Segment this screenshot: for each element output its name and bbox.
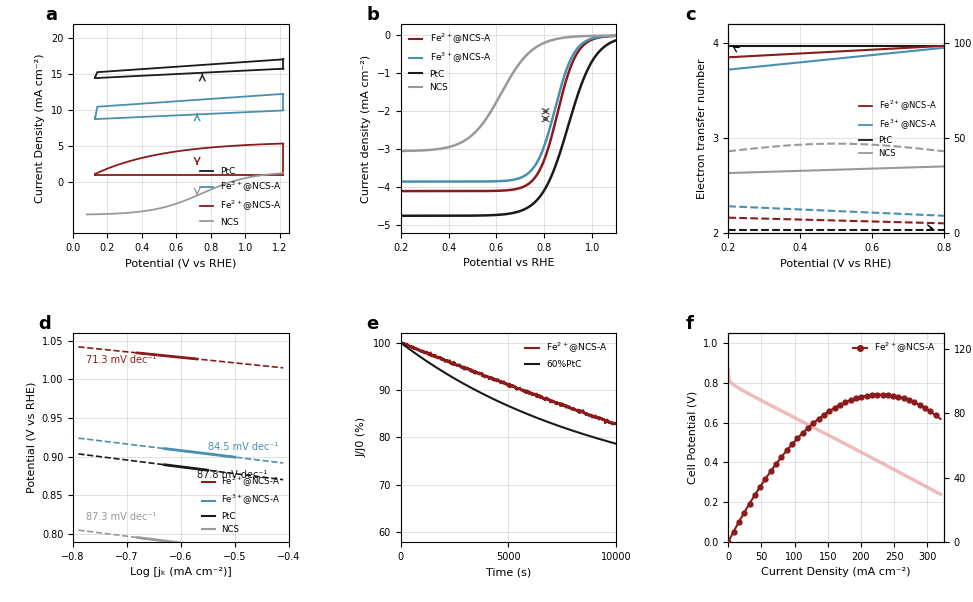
X-axis label: Log [jₖ (mA cm⁻²)]: Log [jₖ (mA cm⁻²)] xyxy=(129,567,232,577)
X-axis label: Time (s): Time (s) xyxy=(486,567,531,577)
60%PtC xyxy=(610,440,622,447)
Fe$^{2+}$@NCS-A xyxy=(489,376,501,383)
Fe$^{2+}$@NCS-A xyxy=(395,339,407,346)
60%PtC xyxy=(543,418,555,426)
60%PtC xyxy=(489,397,501,404)
Line: 60%PtC: 60%PtC xyxy=(401,343,616,444)
Text: 84.5 mV dec⁻¹: 84.5 mV dec⁻¹ xyxy=(207,442,278,453)
Y-axis label: J/J0 (%): J/J0 (%) xyxy=(357,417,367,458)
60%PtC xyxy=(562,426,574,433)
Fe$^{2+}$@NCS-A xyxy=(562,405,574,412)
60%PtC xyxy=(416,355,428,362)
Text: 87.8 mV dec⁻¹: 87.8 mV dec⁻¹ xyxy=(197,470,268,480)
Legend: Fe$^{2+}$@NCS-A, 60%PtC: Fe$^{2+}$@NCS-A, 60%PtC xyxy=(522,338,612,373)
X-axis label: Potential vs RHE: Potential vs RHE xyxy=(462,258,555,268)
60%PtC xyxy=(566,427,578,434)
Fe$^{2+}$@NCS-A xyxy=(566,405,578,412)
60%PtC xyxy=(395,339,407,346)
60%PtC xyxy=(482,393,493,400)
Text: d: d xyxy=(39,315,52,333)
Text: c: c xyxy=(685,6,696,24)
Legend: Fe$^{2+}$@NCS-A: Fe$^{2+}$@NCS-A xyxy=(849,338,939,359)
Y-axis label: Current Density (mA cm⁻²): Current Density (mA cm⁻²) xyxy=(35,54,46,203)
Y-axis label: Electron transfer number: Electron transfer number xyxy=(697,58,706,199)
Legend: PtC, Fe$^{3+}$@NCS-A, Fe$^{2+}$@NCS-A, NCS: PtC, Fe$^{3+}$@NCS-A, Fe$^{2+}$@NCS-A, N… xyxy=(198,165,284,228)
Legend: Fe$^{2+}$@NCS-A, Fe$^{3+}$@NCS-A, PtC, NCS: Fe$^{2+}$@NCS-A, Fe$^{3+}$@NCS-A, PtC, N… xyxy=(405,28,495,96)
Y-axis label: Current density (mA cm⁻²): Current density (mA cm⁻²) xyxy=(361,54,371,202)
Y-axis label: Cell Potential (V): Cell Potential (V) xyxy=(688,391,698,484)
X-axis label: Potential (V vs RHE): Potential (V vs RHE) xyxy=(126,258,236,268)
Text: 87.3 mV dec⁻¹: 87.3 mV dec⁻¹ xyxy=(87,512,157,522)
Y-axis label: Potential (V vs RHE): Potential (V vs RHE) xyxy=(26,382,36,493)
X-axis label: Potential (V vs RHE): Potential (V vs RHE) xyxy=(780,258,891,268)
Fe$^{2+}$@NCS-A xyxy=(610,420,622,427)
Text: e: e xyxy=(366,315,378,333)
Legend: Fe$^{2+}$@NCS-A, Fe$^{3+}$@NCS-A, PtC, NCS: Fe$^{2+}$@NCS-A, Fe$^{3+}$@NCS-A, PtC, N… xyxy=(856,96,940,161)
Text: b: b xyxy=(366,6,379,24)
Fe$^{2+}$@NCS-A xyxy=(482,373,493,380)
Fe$^{2+}$@NCS-A xyxy=(416,348,428,355)
X-axis label: Current Density (mA cm⁻²): Current Density (mA cm⁻²) xyxy=(761,567,911,577)
Text: 71.3 mV dec⁻¹: 71.3 mV dec⁻¹ xyxy=(87,355,157,365)
Text: f: f xyxy=(685,315,693,333)
Fe$^{2+}$@NCS-A xyxy=(607,421,619,428)
Legend: Fe$^{2+}$@NCS-A, Fe$^{3+}$@NCS-A, PtC, NCS: Fe$^{2+}$@NCS-A, Fe$^{3+}$@NCS-A, PtC, N… xyxy=(198,471,284,538)
Text: a: a xyxy=(45,6,57,24)
Fe$^{2+}$@NCS-A xyxy=(543,396,555,403)
Line: Fe$^{2+}$@NCS-A: Fe$^{2+}$@NCS-A xyxy=(401,343,616,424)
